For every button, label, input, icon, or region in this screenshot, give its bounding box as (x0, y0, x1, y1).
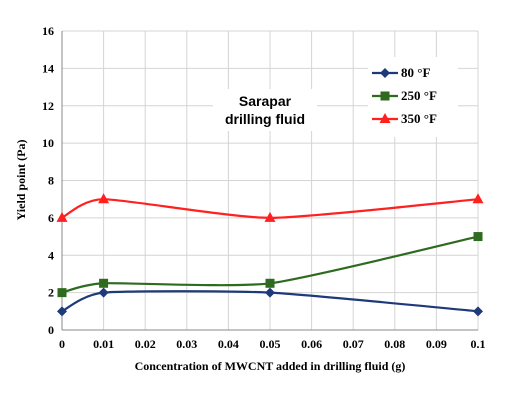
series-line (61, 235, 479, 294)
legend: 80 °F 250 °F 350 °F (368, 57, 458, 137)
data-point-diamond (98, 287, 109, 298)
annotation-line-1: Sarapar (239, 93, 292, 109)
y-tick-label: 12 (42, 99, 54, 113)
y-tick-label: 14 (42, 61, 54, 75)
y-tick-label: 0 (48, 323, 54, 337)
data-point-triangle (56, 211, 68, 222)
series-line (61, 198, 479, 219)
legend-label: 250 °F (401, 88, 437, 103)
y-tick-label: 2 (48, 286, 54, 300)
x-tick-label: 0 (59, 337, 65, 351)
y-tick-label: 16 (42, 24, 54, 38)
data-point-triangle (98, 193, 110, 204)
x-tick-label: 0.01 (93, 337, 114, 351)
legend-entry: 350 °F (372, 111, 437, 126)
y-tick-label: 8 (48, 174, 54, 188)
y-tick-label: 10 (42, 136, 54, 150)
series-line (61, 290, 479, 313)
legend-entry: 250 °F (372, 88, 437, 103)
x-tick-label: 0.05 (260, 337, 281, 351)
data-point-square (265, 278, 275, 288)
data-point-diamond (473, 306, 483, 317)
chart-annotation: Sarapar drilling fluid (213, 89, 317, 131)
series-350-f (56, 193, 484, 222)
series-80-f (57, 287, 483, 317)
data-point-square (99, 278, 109, 288)
legend-entry: 80 °F (372, 65, 430, 80)
x-tick-label: 0.08 (384, 337, 405, 351)
y-axis-title: Yield point (Pa) (14, 140, 28, 221)
axes (61, 31, 478, 331)
data-point-triangle (472, 193, 484, 204)
series-250-f (57, 232, 483, 298)
data-point-square (57, 288, 67, 298)
x-tick-label: 0.1 (471, 337, 486, 351)
x-tick-label: 0.02 (135, 337, 156, 351)
data-point-triangle (264, 211, 276, 222)
y-tick-label: 4 (48, 248, 54, 262)
y-tick-label: 6 (48, 211, 54, 225)
x-axis-title: Concentration of MWCNT added in drilling… (135, 359, 406, 373)
data-point-diamond (265, 287, 275, 298)
x-tick-label: 0.04 (218, 337, 239, 351)
x-tick-label: 0.09 (426, 337, 447, 351)
legend-label: 350 °F (401, 111, 437, 126)
legend-marker-triangle (379, 113, 391, 123)
x-tick-label: 0.07 (343, 337, 364, 351)
tick-labels: 0 0.01 0.02 0.03 0.04 0.05 0.06 0.07 0.08 0.09 0.1… (42, 24, 486, 351)
legend-label: 80 °F (401, 65, 430, 80)
legend-marker-square (380, 91, 390, 101)
annotation-line-2: drilling fluid (225, 111, 305, 127)
legend-marker-diamond (380, 68, 390, 78)
data-point-diamond (57, 306, 67, 317)
data-point-square (473, 232, 483, 242)
series-layer (56, 193, 484, 317)
x-tick-label: 0.06 (301, 337, 322, 351)
annotation-background (213, 89, 317, 131)
x-tick-label: 0.03 (176, 337, 197, 351)
